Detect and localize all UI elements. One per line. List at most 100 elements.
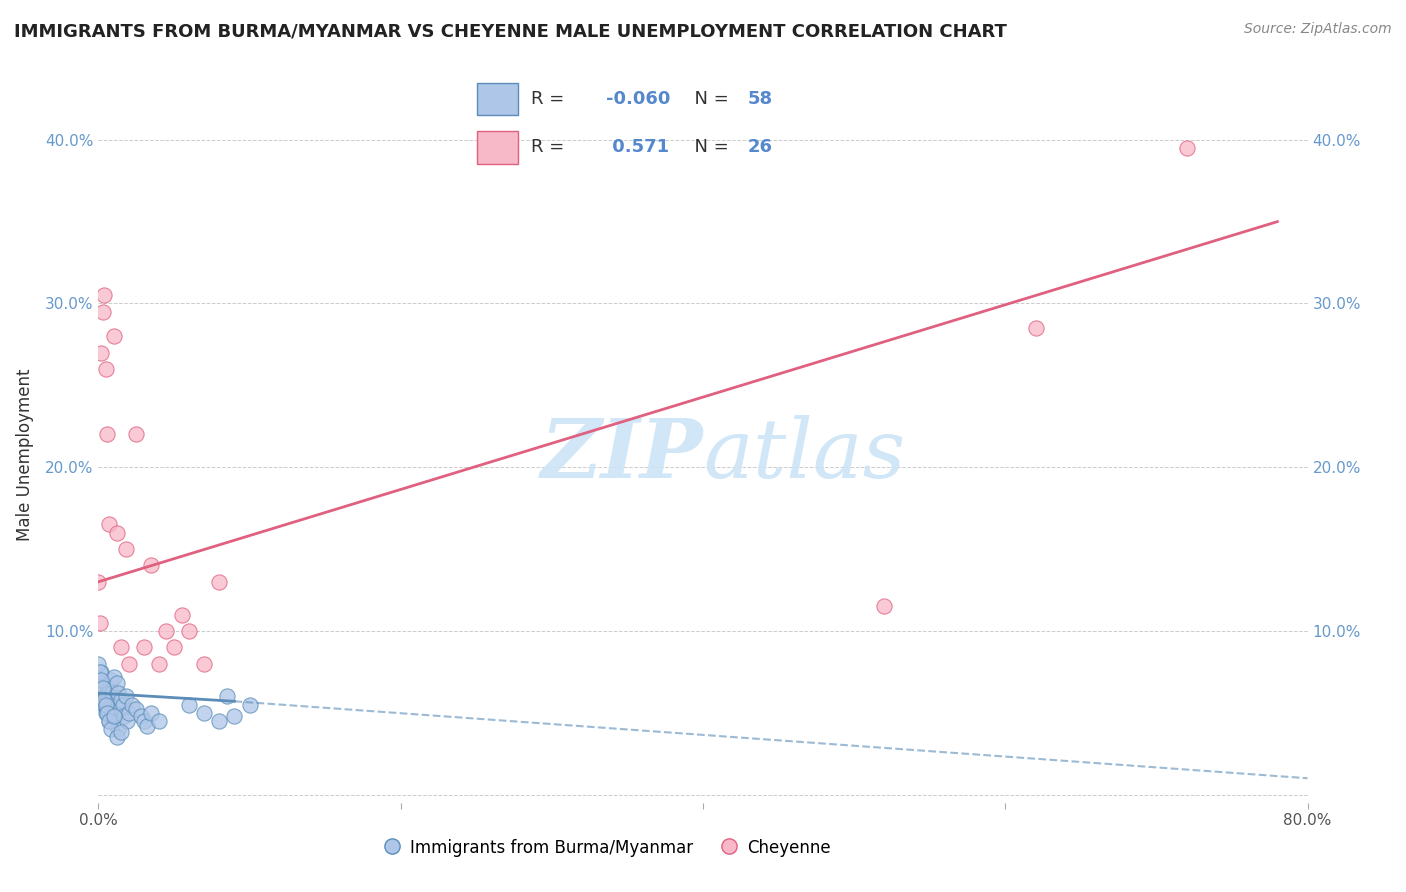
FancyBboxPatch shape (478, 131, 517, 163)
Point (215, 690, 238, 704)
Point (208, 714, 231, 728)
Point (104, 709, 127, 723)
Text: 0.571: 0.571 (606, 138, 669, 156)
Text: N =: N = (683, 90, 735, 108)
Text: atlas: atlas (703, 415, 905, 495)
Point (125, 702, 148, 716)
Point (114, 542, 136, 557)
Point (96, 702, 118, 716)
Point (170, 607, 193, 622)
Point (141, 706, 163, 720)
Point (110, 640, 132, 655)
Point (87, 686, 110, 700)
Point (96, 706, 118, 720)
Point (125, 427, 148, 442)
Point (141, 558, 163, 573)
Point (107, 722, 129, 736)
Point (89, 673, 111, 687)
Point (96, 692, 118, 706)
Point (155, 624, 177, 638)
Point (239, 698, 262, 712)
Point (100, 698, 122, 712)
Text: 58: 58 (748, 90, 772, 108)
Point (114, 690, 136, 704)
Point (1024, 321, 1046, 335)
Point (89, 665, 111, 679)
Point (91, 304, 114, 318)
Point (873, 599, 896, 614)
Point (90, 681, 112, 696)
Point (208, 574, 231, 589)
Legend: Immigrants from Burma/Myanmar, Cheyenne: Immigrants from Burma/Myanmar, Cheyenne (375, 832, 837, 864)
Text: N =: N = (683, 138, 735, 156)
Point (91, 690, 114, 704)
Point (90, 665, 112, 679)
Point (93, 288, 115, 302)
Point (103, 329, 125, 343)
Point (98, 681, 121, 696)
Point (98, 517, 121, 532)
Point (98, 714, 121, 728)
Point (135, 719, 157, 733)
Point (121, 698, 143, 712)
Point (87, 574, 110, 589)
Point (103, 670, 125, 684)
Point (105, 692, 128, 706)
Point (148, 657, 170, 671)
Text: R =: R = (531, 138, 571, 156)
Point (90, 673, 112, 687)
Point (94, 698, 117, 712)
Point (132, 714, 155, 728)
Point (93, 684, 115, 698)
Point (94, 690, 117, 704)
Point (100, 722, 122, 736)
Point (87, 657, 110, 671)
Point (112, 709, 135, 723)
Point (90, 345, 112, 359)
Point (108, 702, 131, 716)
Point (132, 640, 155, 655)
Text: 26: 26 (748, 138, 772, 156)
Point (111, 698, 134, 712)
Point (103, 709, 125, 723)
Point (163, 640, 186, 655)
Point (93, 692, 115, 706)
Point (1175, 141, 1198, 155)
Point (129, 709, 152, 723)
Point (94, 706, 117, 720)
Point (110, 692, 132, 706)
Point (91, 676, 114, 690)
Point (100, 673, 122, 687)
Text: R =: R = (531, 90, 571, 108)
Point (105, 731, 128, 745)
Point (89, 615, 111, 630)
Point (101, 709, 124, 723)
Point (193, 706, 215, 720)
Point (93, 698, 115, 712)
Point (96, 427, 118, 442)
Point (148, 714, 170, 728)
Point (105, 676, 128, 690)
Point (89, 692, 111, 706)
Point (115, 714, 138, 728)
Point (107, 686, 129, 700)
Point (98, 714, 121, 728)
Point (179, 698, 201, 712)
Y-axis label: Male Unemployment: Male Unemployment (15, 368, 34, 541)
Point (91, 681, 114, 696)
Text: ZIP: ZIP (540, 415, 703, 495)
Point (193, 657, 215, 671)
Text: IMMIGRANTS FROM BURMA/MYANMAR VS CHEYENNE MALE UNEMPLOYMENT CORRELATION CHART: IMMIGRANTS FROM BURMA/MYANMAR VS CHEYENN… (14, 22, 1007, 40)
Text: -0.060: -0.060 (606, 90, 671, 108)
Point (103, 698, 125, 712)
Text: Source: ZipAtlas.com: Source: ZipAtlas.com (1244, 22, 1392, 37)
Point (118, 706, 141, 720)
Point (224, 709, 246, 723)
Point (110, 725, 132, 739)
Point (118, 657, 141, 671)
FancyBboxPatch shape (478, 83, 517, 115)
Point (94, 362, 117, 376)
Point (101, 686, 124, 700)
Point (179, 624, 201, 638)
Point (105, 525, 128, 540)
